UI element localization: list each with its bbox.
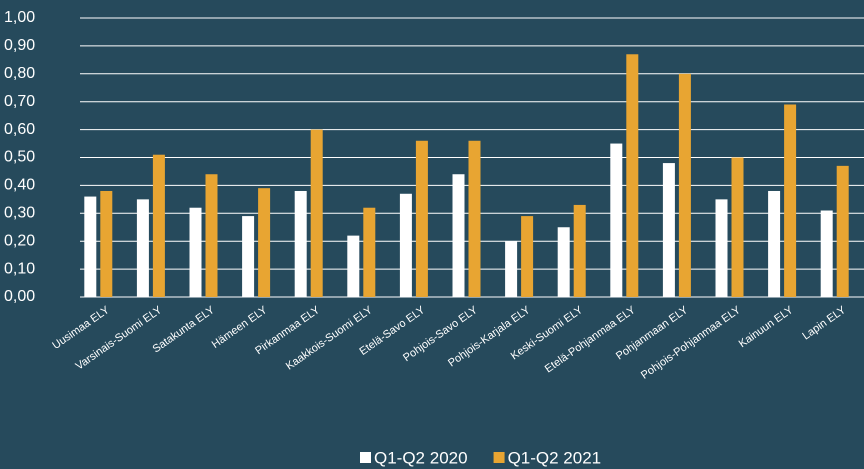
y-tick-label: 0,50 xyxy=(4,149,35,166)
bar xyxy=(610,143,623,297)
bar xyxy=(820,210,833,297)
bar xyxy=(784,104,797,298)
x-tick-label: Lapin ELY xyxy=(800,304,848,343)
bar xyxy=(836,165,849,297)
y-tick-label: 1,00 xyxy=(4,9,35,26)
x-tick-label: Kaakkois-Suomi ELY xyxy=(284,304,375,373)
bar xyxy=(573,204,586,297)
legend-label: Q1-Q2 2020 xyxy=(374,448,468,467)
bar xyxy=(363,207,376,297)
legend-swatch xyxy=(493,452,505,463)
bar xyxy=(152,154,165,297)
bar xyxy=(84,196,97,297)
y-tick-label: 0,20 xyxy=(4,232,35,249)
bar xyxy=(731,157,744,297)
bar xyxy=(521,216,534,297)
bar xyxy=(205,174,218,297)
bar xyxy=(415,140,428,297)
x-tick-label: Etelä-Pohjanmaa ELY xyxy=(543,304,638,376)
y-tick-label: 0,10 xyxy=(4,260,35,277)
bar xyxy=(189,207,202,297)
bar xyxy=(100,190,113,297)
bar xyxy=(294,190,307,297)
bar xyxy=(678,73,691,297)
bar xyxy=(662,163,675,297)
x-tick-label: Varsinais-Suomi ELY xyxy=(74,304,165,373)
y-tick-label: 0,60 xyxy=(4,121,35,138)
bar xyxy=(258,188,271,297)
bar xyxy=(136,199,149,297)
bar xyxy=(242,216,255,297)
x-tick-label: Pohjois-Pohjanmaa ELY xyxy=(639,304,743,382)
bar xyxy=(310,129,323,297)
bar xyxy=(715,199,728,297)
y-tick-label: 0,90 xyxy=(4,37,35,54)
bar xyxy=(768,190,781,297)
legend-swatch xyxy=(360,452,371,463)
y-tick-label: 0,70 xyxy=(4,93,35,110)
bar xyxy=(399,193,412,297)
y-tick-label: 0,30 xyxy=(4,205,35,222)
legend-label: Q1-Q2 2021 xyxy=(508,448,602,467)
bar xyxy=(626,54,639,297)
y-tick-label: 0,80 xyxy=(4,65,35,82)
y-tick-label: 0,00 xyxy=(4,288,35,305)
bar xyxy=(557,227,570,297)
bar xyxy=(347,235,360,297)
x-tick-label: Kainuun ELY xyxy=(737,304,796,351)
bar xyxy=(468,140,481,297)
bar xyxy=(505,241,518,297)
bar xyxy=(452,174,465,297)
y-tick-label: 0,40 xyxy=(4,177,35,194)
